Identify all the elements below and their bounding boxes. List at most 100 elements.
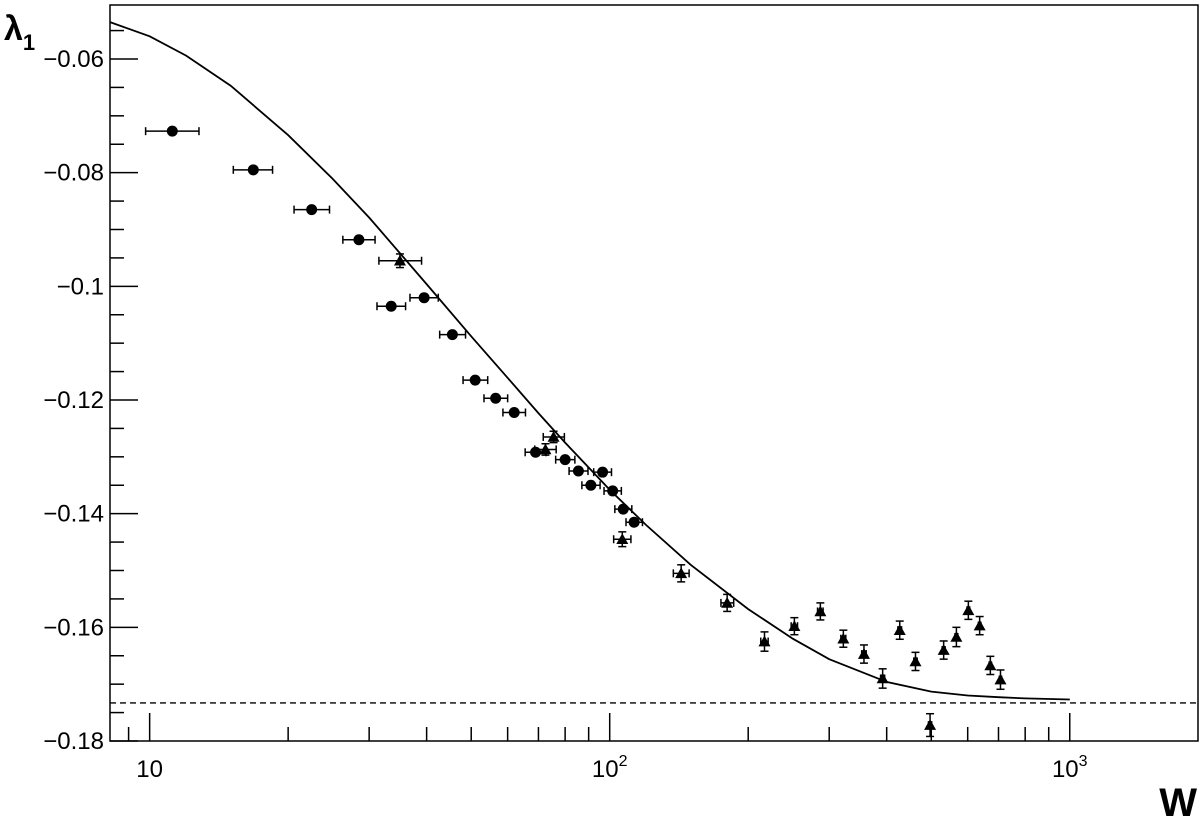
circle-data-point — [144, 125, 200, 137]
circle-marker — [508, 406, 520, 418]
triangle-data-point — [542, 430, 566, 444]
triangle-marker — [994, 673, 1007, 685]
circle-data-point — [592, 466, 613, 478]
triangle-data-point — [937, 640, 950, 660]
triangle-marker — [924, 719, 937, 730]
triangle-data-point — [950, 626, 963, 648]
y-tick-label: −0.1 — [57, 273, 104, 300]
triangle-data-point — [909, 651, 922, 672]
triangle-marker — [616, 533, 629, 545]
triangle-marker — [393, 254, 406, 266]
circle-marker — [572, 465, 584, 477]
y-axis-title-symbol: λ — [4, 10, 23, 48]
circle-marker — [469, 374, 481, 386]
x-tick-label-base: 10 — [136, 756, 163, 783]
triangle-data-point — [720, 593, 735, 613]
y-tick-label: −0.06 — [43, 46, 104, 73]
y-axis: −0.06 −0.08 −0.1 −0.12 −0.14 −0.16 −0.18 — [43, 29, 138, 755]
triangle-data-point — [924, 712, 937, 738]
x-tick-label: 103 — [1052, 753, 1088, 783]
circle-data-point — [376, 300, 407, 312]
circle-data-point — [462, 374, 489, 386]
circle-marker — [247, 164, 259, 176]
triangle-marker — [837, 632, 850, 644]
triangle-data-point — [672, 564, 690, 583]
triangle-data-point — [973, 615, 986, 636]
triangle-marker — [758, 635, 771, 647]
triangle-marker — [675, 567, 688, 579]
circle-data-point — [554, 454, 576, 466]
x-axis-title: W — [1159, 781, 1197, 820]
circle-marker — [490, 392, 502, 404]
y-tick-label: −0.08 — [43, 160, 104, 187]
y-axis-title: λ1 — [4, 10, 35, 55]
triangle-marker — [539, 443, 552, 455]
triangle-data-point — [612, 531, 632, 548]
circle-data-point — [502, 406, 527, 418]
y-tick-label: −0.18 — [43, 728, 104, 755]
triangle-marker — [814, 605, 827, 617]
y-tick-label: −0.14 — [43, 501, 104, 528]
circle-marker — [353, 234, 365, 246]
circle-data-point — [581, 479, 601, 491]
x-tick-label: 102 — [592, 753, 628, 783]
circle-marker — [446, 329, 458, 341]
circle-marker — [530, 446, 542, 458]
triangle-marker — [937, 644, 950, 655]
triangle-marker — [893, 624, 906, 635]
circle-data-point — [568, 465, 589, 477]
triangle-data-point — [814, 602, 827, 621]
circle-data-point — [625, 516, 644, 528]
x-tick-label-base: 10 — [592, 756, 619, 783]
triangle-data-point — [533, 443, 557, 456]
circle-data-point — [603, 485, 623, 497]
circle-marker — [628, 516, 640, 528]
triangle-data-point — [994, 669, 1007, 691]
circle-data-point — [409, 292, 440, 304]
triangle-marker — [950, 630, 963, 642]
circle-marker — [166, 125, 178, 137]
triangle-data-point — [962, 600, 975, 621]
triangle-marker — [857, 648, 870, 659]
circle-data-point — [483, 392, 509, 404]
triangle-marker — [984, 659, 997, 671]
triangle-marker — [909, 655, 922, 667]
triangle-marker — [721, 596, 734, 608]
triangle-marker — [973, 619, 986, 631]
circle-marker — [306, 204, 318, 216]
circle-marker — [617, 503, 629, 515]
triangle-data-point — [857, 644, 870, 664]
circle-data-point — [232, 164, 274, 176]
x-tick-label-base: 10 — [1052, 756, 1079, 783]
plot-frame — [109, 4, 1199, 742]
x-tick-label-exponent: 2 — [619, 753, 628, 770]
triangle-data-point — [378, 253, 423, 269]
circle-marker — [559, 454, 571, 466]
triangle-marker — [962, 604, 975, 616]
circle-marker — [607, 485, 619, 497]
y-tick-label: −0.12 — [43, 387, 104, 414]
triangle-marker — [547, 430, 560, 442]
triangle-data-point — [876, 668, 889, 689]
circle-data-point — [614, 503, 633, 515]
y-tick-label: −0.16 — [43, 614, 104, 641]
triangle-data-point — [984, 655, 997, 676]
triangle-data-point — [893, 620, 906, 641]
circle-marker — [385, 300, 397, 312]
circle-marker — [597, 466, 609, 478]
circle-marker — [418, 292, 430, 304]
triangle-data-point — [758, 631, 771, 652]
circle-data-point — [438, 329, 467, 341]
triangle-data-point — [837, 629, 850, 648]
y-axis-title-subscript: 1 — [23, 30, 35, 55]
fit-curve-layer — [109, 21, 1070, 701]
triangle-marker — [876, 672, 889, 684]
x-axis: 10 102 103 — [127, 713, 1088, 783]
circle-marker — [585, 479, 597, 491]
fit-curve — [109, 21, 1070, 701]
circle-data-point — [342, 234, 376, 246]
triangle-data-point — [788, 616, 801, 636]
data-points-layer — [144, 125, 1007, 738]
circle-data-point — [293, 204, 331, 216]
